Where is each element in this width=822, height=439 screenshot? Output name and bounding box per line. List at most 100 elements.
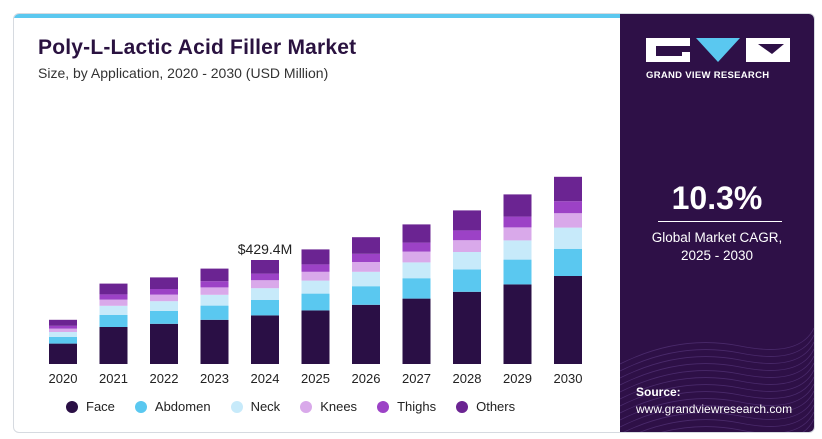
bar-2021-others <box>99 283 128 295</box>
decorative-line <box>620 362 814 400</box>
bar-2030-knees <box>554 213 582 228</box>
bar-2023-knees <box>200 287 229 295</box>
bar-2020-face <box>49 343 77 364</box>
bar-2023-face <box>200 319 229 364</box>
stacked-bar-chart: 2020 2021 2022 2023 2024 $429.4M 2025 2026 2027 2… <box>49 176 583 386</box>
bar-2021-face <box>99 327 128 364</box>
legend-item-others: Others <box>456 399 515 414</box>
legend-label: Face <box>86 399 115 414</box>
bar-2027-abdomen <box>402 278 431 299</box>
bar-2024-face <box>251 315 279 364</box>
bar-2030-thighs <box>554 201 582 214</box>
bar-2022-neck <box>150 301 178 311</box>
bar-2028-thighs <box>453 230 481 241</box>
bar-2029-neck <box>503 240 532 260</box>
bar-2028-abdomen <box>453 269 481 292</box>
bar-2024-knees <box>251 280 279 289</box>
x-tick-label: 2024 <box>251 371 280 386</box>
bar-2026-neck <box>352 271 380 287</box>
bar-2028-neck <box>453 252 481 270</box>
bar-2020-knees <box>49 328 77 332</box>
x-tick-label: 2030 <box>554 371 583 386</box>
bar-2022-face <box>150 323 178 364</box>
bar-2024-thighs <box>251 273 279 281</box>
decorative-line <box>620 355 814 393</box>
bar-2022-knees <box>150 294 178 302</box>
source-link[interactable]: www.grandviewresearch.com <box>636 402 793 416</box>
bar-2026-thighs <box>352 253 380 262</box>
legend-label: Thighs <box>397 399 437 414</box>
bar-2028-face <box>453 291 481 364</box>
bar-2029-face <box>503 284 532 364</box>
bar-2027-knees <box>402 251 431 263</box>
legend-swatch <box>456 400 469 413</box>
legend-item-thighs: Thighs <box>377 399 436 414</box>
bar-2021-knees <box>99 299 128 306</box>
cagr-value: 10.3% <box>671 180 763 216</box>
legend-swatch <box>134 400 147 413</box>
bar-2029-others <box>503 194 532 217</box>
bar-2030-face <box>554 276 582 364</box>
bar-2023-thighs <box>200 281 229 288</box>
legend-item-neck: Neck <box>230 399 280 414</box>
bar-2022-thighs <box>150 289 178 295</box>
bar-2025-face <box>301 310 330 364</box>
decorative-line <box>623 397 814 432</box>
decorative-line <box>620 334 814 372</box>
bar-2024-abdomen <box>251 300 279 316</box>
bar-2027-thighs <box>402 242 431 252</box>
bar-2021-thighs <box>99 294 128 300</box>
legend-swatch <box>230 400 243 413</box>
bar-2025-abdomen <box>301 293 330 311</box>
chart-title: Poly-L-Lactic Acid Filler Market <box>38 36 357 59</box>
x-tick-label: 2023 <box>200 371 229 386</box>
x-tick-label: 2020 <box>49 371 78 386</box>
bar-2029-thighs <box>503 216 532 228</box>
bar-2021-abdomen <box>99 315 128 327</box>
bar-2030-neck <box>554 227 582 249</box>
legend-swatch <box>66 400 78 413</box>
data-label-2024: $429.4M <box>238 241 292 257</box>
logo-wordmark: GRAND VIEW RESEARCH <box>646 70 770 81</box>
bar-2028-others <box>453 210 481 231</box>
decorative-line <box>620 390 814 428</box>
x-tick-label: 2027 <box>402 371 431 386</box>
chart-subtitle: Size, by Application, 2020 - 2030 (USD M… <box>38 65 329 81</box>
x-tick-label: 2026 <box>352 371 381 386</box>
bar-2025-neck <box>301 280 330 294</box>
x-tick-label: 2021 <box>99 371 128 386</box>
bar-2024-neck <box>251 288 279 300</box>
chart-legend: Face Abdomen Neck Knees Thighs Others <box>66 399 535 414</box>
cagr-label-line-1: Global Market CAGR, <box>651 230 783 245</box>
bar-2025-others <box>301 249 330 265</box>
decorative-line <box>620 341 814 379</box>
decorative-line <box>620 348 814 386</box>
legend-item-face: Face <box>66 399 115 414</box>
cagr-label-line-2: 2025 - 2030 <box>680 248 754 263</box>
legend-label: Abdomen <box>154 399 211 414</box>
legend-swatch <box>300 400 313 413</box>
bar-2030-others <box>554 176 582 202</box>
decorative-line <box>661 411 814 432</box>
x-tick-label: 2025 <box>301 371 330 386</box>
legend-item-knees: Knees <box>300 399 357 414</box>
bar-2029-knees <box>503 227 532 241</box>
legend-item-abdomen: Abdomen <box>134 399 211 414</box>
chart-card: Poly-L-Lactic Acid Filler Market Size, b… <box>13 13 815 433</box>
bar-2026-others <box>352 237 380 254</box>
bar-2020-thighs <box>49 325 77 329</box>
decorative-line <box>620 383 814 421</box>
cagr-label: Global Market CAGR, 2025 - 2030 <box>620 229 814 265</box>
legend-label: Knees <box>320 399 358 414</box>
bar-2020-others <box>49 319 77 326</box>
x-tick-label: 2028 <box>453 371 482 386</box>
info-sidebar: GRAND VIEW RESEARCH 10.3% Global Market … <box>620 14 814 432</box>
grand-view-research-logo <box>646 38 790 62</box>
legend-label: Others <box>476 399 516 414</box>
bar-2023-others <box>200 268 229 282</box>
bar-2028-knees <box>453 240 481 252</box>
bar-2020-abdomen <box>49 337 77 344</box>
bar-2022-others <box>150 277 178 289</box>
bar-2029-abdomen <box>503 259 532 285</box>
decorative-pattern <box>620 327 814 432</box>
